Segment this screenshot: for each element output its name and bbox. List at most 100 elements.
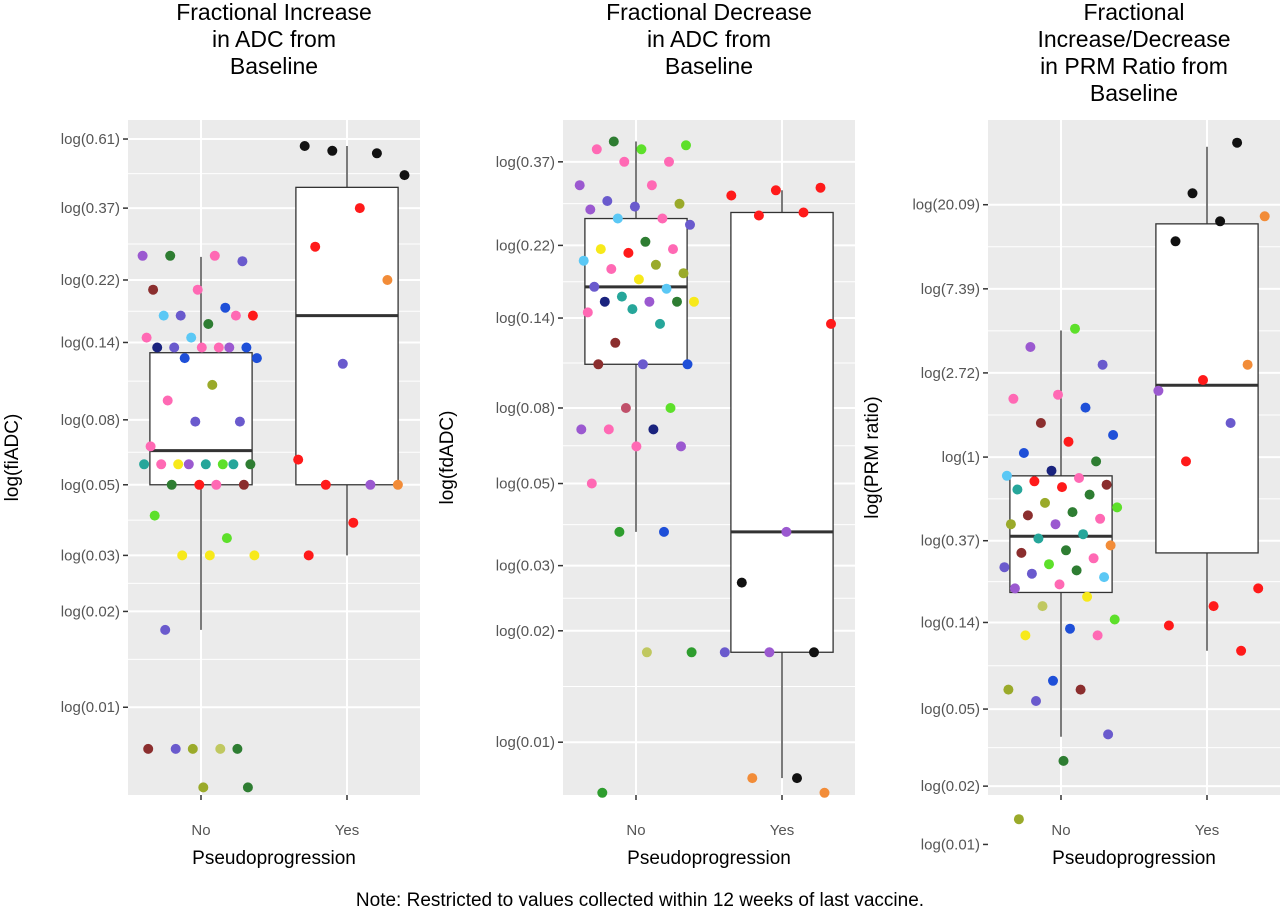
y-tick-label: log(0.02) — [921, 778, 980, 795]
title-line: Increase/Decrease — [1037, 26, 1230, 52]
data-point — [211, 479, 222, 490]
data-point — [365, 479, 376, 490]
data-point — [1092, 630, 1103, 641]
data-point — [815, 182, 826, 193]
data-point — [576, 424, 587, 435]
data-point — [764, 647, 775, 658]
data-point — [354, 203, 365, 214]
data-point — [1031, 696, 1041, 706]
data-point — [665, 403, 676, 413]
data-point — [1033, 533, 1044, 544]
data-point — [668, 244, 678, 255]
y-tick-label: log(0.05) — [61, 477, 120, 494]
data-point — [616, 291, 627, 302]
data-point — [1198, 375, 1208, 385]
data-point — [169, 342, 180, 353]
data-point — [627, 304, 638, 315]
y-tick-label: log(0.02) — [61, 603, 120, 620]
data-point — [578, 255, 589, 266]
data-point — [585, 204, 596, 215]
panel-1: log(0.01) log(0.02) log(0.03) log(0.05) log(… — [2, 0, 420, 869]
data-point — [736, 577, 747, 588]
data-point — [198, 782, 209, 793]
data-point — [1054, 579, 1065, 590]
data-point — [753, 210, 764, 221]
data-point — [158, 310, 169, 321]
x-tick-label-yes: Yes — [770, 822, 794, 839]
data-point — [310, 241, 321, 252]
data-point — [1003, 684, 1014, 695]
data-point — [826, 318, 836, 329]
data-point — [1084, 489, 1095, 500]
data-point — [348, 517, 359, 528]
data-point — [137, 250, 148, 261]
data-point — [1078, 529, 1089, 540]
data-point — [641, 647, 652, 658]
data-point — [586, 478, 597, 489]
data-point — [644, 296, 655, 307]
data-point — [648, 424, 659, 435]
x-tick-label-yes: Yes — [335, 822, 359, 839]
title-line: in PRM Ratio from — [1040, 53, 1228, 79]
data-point — [1016, 547, 1027, 558]
y-tick-label: log(0.14) — [496, 310, 555, 327]
y-tick-label: log(0.02) — [496, 623, 555, 640]
data-point — [792, 773, 802, 784]
data-point — [241, 342, 252, 353]
data-point — [293, 454, 304, 465]
data-point — [217, 459, 228, 470]
x-tick-label-no: No — [191, 822, 210, 839]
y-tick-label: log(0.37) — [921, 533, 980, 550]
data-point — [1108, 430, 1119, 440]
data-point — [1259, 211, 1270, 222]
x-axis-label: Pseudoprogression — [627, 848, 791, 869]
data-point — [589, 281, 600, 292]
data-point — [183, 459, 194, 470]
data-point — [1109, 614, 1120, 625]
data-point — [196, 342, 207, 353]
data-point — [209, 250, 220, 261]
data-point — [141, 332, 152, 343]
data-point — [1012, 484, 1023, 495]
box-no — [1009, 330, 1113, 737]
data-point — [657, 213, 668, 224]
y-tick-label: log(7.39) — [921, 281, 980, 298]
y-tick-label: log(0.37) — [61, 200, 120, 217]
data-point — [664, 156, 674, 167]
data-point — [371, 148, 382, 159]
data-point — [1048, 675, 1058, 686]
data-point — [623, 247, 634, 258]
data-point — [139, 459, 150, 470]
data-point — [1232, 137, 1243, 148]
data-point — [681, 140, 691, 151]
data-point — [1061, 545, 1071, 556]
data-point — [819, 787, 830, 798]
y-tick-label: log(0.05) — [921, 701, 980, 718]
data-point — [593, 359, 604, 370]
x-axis-label: Pseudoprogression — [192, 848, 356, 869]
data-point — [676, 441, 686, 452]
panel-2: log(0.01) log(0.02) log(0.03) log(0.05) log(… — [437, 0, 855, 869]
data-point — [599, 296, 610, 307]
data-point — [809, 647, 819, 658]
title-line: in ADC from — [647, 26, 771, 52]
data-point — [672, 296, 682, 307]
data-point — [619, 156, 630, 167]
data-point — [1208, 601, 1219, 612]
data-point — [177, 550, 188, 561]
y-axis-label: log(PRM ratio) — [862, 396, 883, 518]
data-point — [1105, 540, 1116, 551]
data-point — [685, 219, 695, 230]
data-point — [1022, 510, 1033, 521]
data-point — [595, 244, 606, 255]
data-point — [631, 441, 642, 452]
data-point — [1001, 470, 1012, 481]
y-axis-label: log(fiADC) — [2, 414, 23, 502]
x-tick-label-no: No — [626, 822, 645, 839]
data-point — [1040, 497, 1050, 508]
y-tick-label: log(0.03) — [496, 558, 555, 575]
y-tick-label: log(0.22) — [61, 272, 120, 289]
data-point — [726, 190, 737, 201]
data-point — [682, 359, 693, 370]
title-line: in ADC from — [212, 26, 336, 52]
